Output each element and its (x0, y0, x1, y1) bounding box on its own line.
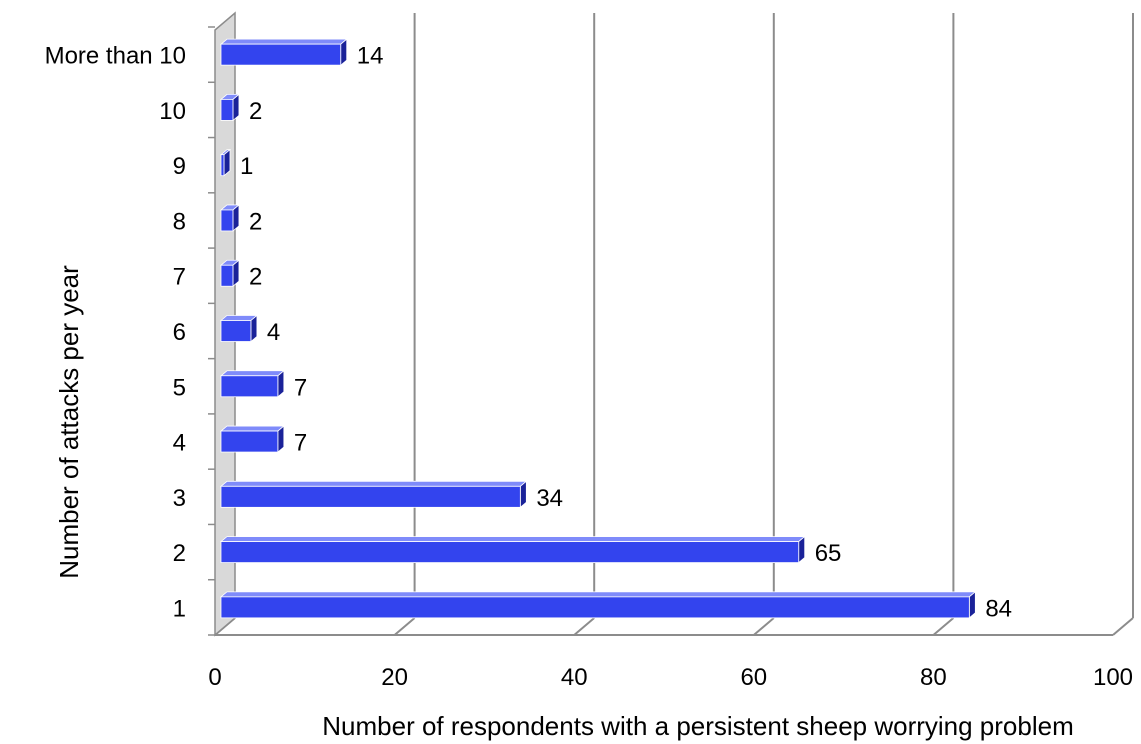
bar (219, 314, 259, 343)
bar-front-face (220, 430, 279, 453)
bar-top-face (219, 536, 806, 542)
bar-side-face (232, 93, 240, 122)
bar-side-face (232, 204, 240, 232)
y-tick-label: More than 10 (45, 43, 186, 70)
bar-front-face (220, 485, 521, 508)
bar-side-face (277, 369, 285, 398)
y-axis-title: Number of attacks per year (54, 265, 84, 579)
bar (219, 204, 241, 232)
bar-side-face (798, 535, 806, 564)
floor-diagonal (1112, 617, 1134, 636)
y-tick-label: 8 (173, 208, 186, 235)
gridlines (214, 13, 1134, 636)
x-tick-label: 80 (920, 664, 947, 691)
data-label: 2 (249, 98, 262, 125)
bar-top-face (219, 38, 348, 45)
y-tick-label: 3 (173, 485, 186, 512)
bar-front-face (220, 43, 342, 66)
bar (219, 259, 241, 288)
data-label: 7 (294, 430, 307, 457)
data-label: 4 (267, 319, 280, 346)
data-label: 84 (985, 595, 1012, 622)
y-tick-label: 7 (173, 264, 186, 291)
bar-front-face (220, 375, 279, 398)
data-label: 7 (294, 374, 307, 401)
data-label: 2 (249, 264, 262, 291)
bar-front-face (220, 264, 234, 287)
bar-top-face (219, 480, 528, 487)
bar (219, 425, 285, 453)
x-axis-title: Number of respondents with a persistent … (322, 711, 1074, 741)
data-label: 14 (357, 43, 384, 70)
bars (219, 38, 977, 619)
bar-front-face (220, 320, 252, 342)
y-tick-label: 9 (173, 153, 186, 180)
floor-diagonal (753, 617, 775, 636)
x-tick-label: 60 (740, 664, 767, 691)
floor-diagonal (932, 617, 955, 636)
bar (219, 480, 528, 509)
bar (219, 369, 285, 398)
bar (219, 535, 806, 564)
bar-side-face (968, 591, 976, 619)
data-label: 65 (815, 540, 842, 567)
bar-front-face (220, 541, 800, 563)
x-tick-label: 40 (561, 664, 588, 691)
x-tick-labels: 0 20 40 60 80 100 (208, 664, 1133, 691)
y-tick-label: 1 (173, 595, 186, 622)
y-tick-label: 5 (173, 374, 186, 401)
data-label: 2 (249, 208, 262, 235)
y-tick-label: 10 (159, 98, 186, 125)
y-tick-label: 2 (173, 540, 186, 567)
bar-side-face (223, 148, 231, 177)
bar (219, 591, 977, 619)
bar-side-face (340, 38, 348, 66)
bar (219, 148, 232, 177)
bar-side-face (519, 480, 527, 509)
bar-side-face (250, 314, 258, 343)
bar-front-face (220, 209, 234, 232)
y-tick-labels: 1 2 3 4 5 6 7 8 9 10 More than 10 (45, 43, 186, 623)
x-tick-label: 20 (381, 664, 408, 691)
bar-front-face (220, 596, 970, 619)
bar-front-face (220, 99, 234, 121)
bar-top-face (219, 425, 285, 432)
data-labels: 84 65 34 7 7 4 2 2 1 2 14 (240, 43, 1012, 623)
bar-front-face (220, 154, 225, 177)
bar-top-face (219, 370, 285, 377)
x-tick-label: 0 (208, 664, 221, 691)
bar (219, 93, 241, 122)
bar-top-face (219, 591, 977, 598)
bar-side-face (277, 425, 285, 453)
data-label: 1 (240, 153, 253, 180)
floor-diagonal (393, 617, 416, 636)
data-label: 34 (536, 485, 563, 512)
floor-diagonal (573, 617, 595, 636)
bar-side-face (232, 259, 240, 288)
bar (219, 38, 348, 66)
y-tick-label: 6 (173, 319, 186, 346)
x-tick-label: 100 (1093, 664, 1133, 691)
y-tick-label: 4 (173, 430, 186, 457)
